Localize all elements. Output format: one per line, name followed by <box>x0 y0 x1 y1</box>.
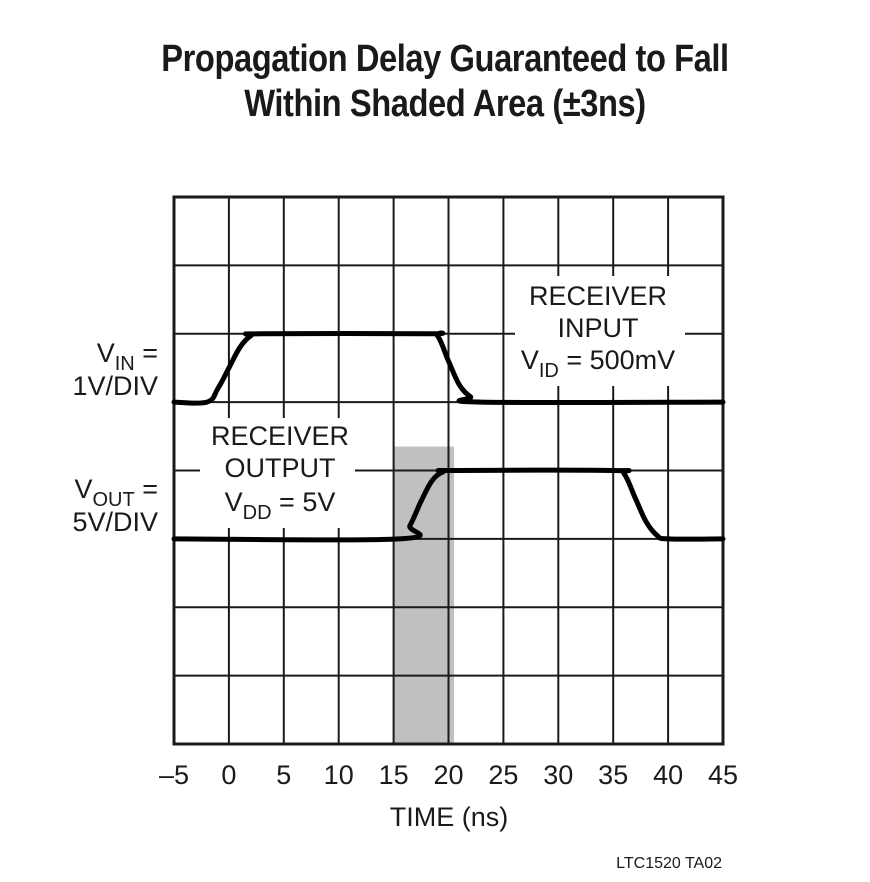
input-annotation-line2: INPUT <box>558 313 639 343</box>
figure-footnote: LTC1520 TA02 <box>616 855 722 872</box>
x-tick-label: 10 <box>324 760 354 790</box>
input-annotation-vid: VID = 500mV <box>521 345 675 382</box>
input-annotation-line1: RECEIVER <box>529 281 667 311</box>
x-tick-label: –5 <box>159 760 189 790</box>
x-tick-label: 20 <box>433 760 463 790</box>
x-axis-label: TIME (ns) <box>390 802 509 832</box>
x-tick-label: 45 <box>708 760 738 790</box>
chart-title-line-2: Within Shaded Area (±3ns) <box>244 83 646 125</box>
x-tick-label: 25 <box>488 760 518 790</box>
plot-frame <box>172 195 725 746</box>
x-tick-label: 35 <box>598 760 628 790</box>
vin-label: VIN = <box>97 338 158 375</box>
x-tick-label: 15 <box>379 760 409 790</box>
receiver-output-waveform <box>171 467 726 543</box>
output-annotation-line1: RECEIVER <box>211 421 349 451</box>
x-tick-label: 40 <box>653 760 683 790</box>
input-label-bg <box>515 276 685 386</box>
x-tick-label: 0 <box>221 760 236 790</box>
chart-title-line-1: Propagation Delay Guaranteed to Fall <box>161 38 729 80</box>
output-annotation-line2: OUTPUT <box>225 453 336 483</box>
vout-scale: 5V/DIV <box>72 507 158 537</box>
output-label-bg <box>200 418 355 528</box>
vin-scale: 1V/DIV <box>72 371 158 401</box>
vout-label: VOUT = <box>74 474 158 511</box>
x-axis-ticks: –5 0 5 10 15 20 25 30 35 40 45 <box>159 760 738 790</box>
x-tick-label: 30 <box>543 760 573 790</box>
x-tick-label: 5 <box>276 760 291 790</box>
receiver-input-waveform <box>171 330 726 406</box>
output-annotation-vdd: VDD = 5V <box>225 487 336 524</box>
